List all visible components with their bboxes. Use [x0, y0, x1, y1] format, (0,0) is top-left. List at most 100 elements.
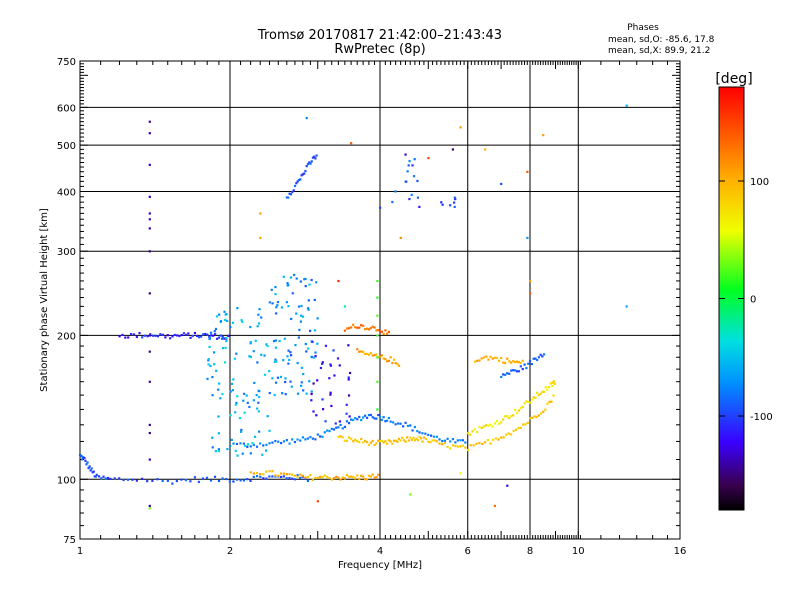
data-point	[296, 438, 299, 441]
data-point	[148, 334, 151, 337]
data-point	[299, 280, 302, 283]
chart-subtitle: RwPretec (8p)	[334, 42, 425, 57]
data-point	[508, 360, 511, 363]
data-point	[291, 191, 294, 194]
data-point	[358, 326, 361, 329]
data-point	[315, 281, 318, 284]
data-point	[360, 437, 363, 441]
data-point	[257, 322, 261, 325]
data-point	[369, 475, 372, 478]
data-point	[343, 305, 347, 308]
data-point	[148, 380, 151, 383]
data-point	[375, 475, 378, 479]
data-point	[413, 425, 416, 429]
data-point	[345, 412, 348, 415]
data-point	[389, 356, 392, 359]
data-point	[384, 357, 387, 361]
data-point	[406, 170, 409, 173]
data-point	[287, 362, 290, 365]
data-point	[138, 332, 141, 335]
data-point	[478, 441, 481, 445]
data-point	[118, 477, 121, 480]
data-point	[217, 432, 220, 435]
data-point	[376, 296, 379, 299]
data-point	[532, 396, 535, 399]
data-point	[380, 439, 383, 442]
data-point	[296, 180, 299, 183]
data-point	[380, 418, 383, 422]
data-point	[249, 341, 252, 344]
data-point	[466, 432, 469, 435]
data-point	[354, 438, 357, 441]
data-point	[89, 469, 92, 472]
x-tick-label: 4	[377, 546, 383, 557]
data-point	[529, 279, 532, 283]
data-point	[130, 332, 133, 336]
data-point	[273, 393, 276, 397]
data-point	[307, 299, 310, 302]
data-point	[211, 375, 214, 379]
data-point	[386, 419, 389, 422]
data-point	[512, 360, 515, 363]
data-point	[367, 328, 371, 331]
data-point	[262, 473, 265, 476]
data-point	[411, 164, 414, 167]
data-point	[274, 475, 277, 478]
data-point	[240, 430, 243, 433]
data-point	[389, 420, 392, 423]
data-point	[305, 392, 308, 395]
data-point	[401, 436, 404, 440]
data-point	[229, 390, 232, 393]
data-point	[268, 470, 271, 473]
data-point	[297, 178, 301, 182]
data-point	[206, 377, 209, 380]
data-point	[304, 438, 307, 441]
data-point	[291, 438, 294, 441]
data-point	[352, 475, 355, 479]
data-point	[348, 415, 351, 418]
data-point	[507, 432, 510, 435]
data-point	[215, 315, 219, 318]
data-point	[440, 201, 443, 204]
data-point	[288, 473, 291, 476]
data-point	[224, 318, 227, 322]
data-point	[339, 478, 342, 481]
data-point	[259, 442, 262, 445]
data-point	[480, 426, 483, 429]
data-point	[464, 446, 467, 449]
data-point	[299, 473, 302, 476]
data-point	[517, 361, 521, 364]
data-point	[197, 336, 201, 339]
data-point	[200, 335, 203, 338]
data-point	[382, 416, 385, 419]
data-point	[347, 475, 351, 478]
data-point	[375, 442, 378, 445]
data-point	[285, 301, 288, 304]
data-point	[224, 336, 228, 340]
data-point	[358, 477, 361, 481]
x-tick-label: 2	[227, 546, 233, 557]
data-point	[449, 440, 452, 443]
data-point	[530, 398, 533, 401]
data-point	[208, 336, 212, 339]
data-point	[282, 475, 286, 478]
data-point	[506, 357, 509, 360]
data-point	[323, 431, 326, 434]
data-point	[282, 440, 286, 443]
data-point	[409, 436, 412, 439]
data-point	[242, 479, 246, 482]
data-point	[544, 386, 547, 389]
data-point	[379, 206, 382, 209]
data-point	[466, 448, 469, 452]
data-point	[347, 422, 351, 425]
data-point	[87, 466, 90, 470]
data-point	[292, 189, 295, 192]
data-point	[131, 478, 134, 481]
data-point	[226, 447, 229, 451]
data-point	[352, 418, 355, 422]
data-point	[510, 433, 513, 436]
data-point	[274, 439, 277, 443]
data-point	[209, 364, 212, 368]
data-point	[321, 398, 324, 401]
data-point	[245, 394, 248, 397]
